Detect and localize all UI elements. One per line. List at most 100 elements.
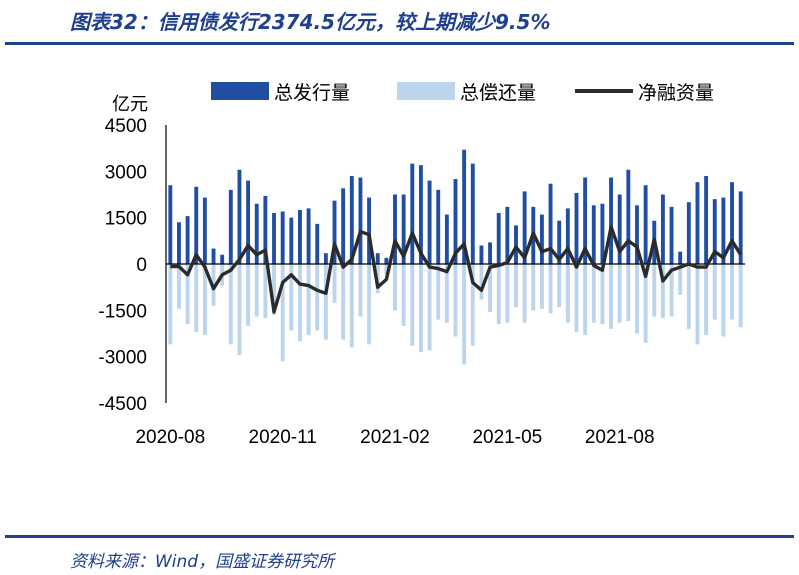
issuance-bar xyxy=(289,217,294,264)
repayment-bar xyxy=(712,264,717,320)
issuance-bar xyxy=(367,197,372,264)
issuance-bar xyxy=(436,189,441,264)
issuance-bar xyxy=(410,163,415,264)
repayment-bar xyxy=(323,264,328,340)
issuance-bar xyxy=(583,177,588,264)
issuance-bar xyxy=(323,253,328,264)
repayment-bar xyxy=(332,264,337,303)
repayment-bar xyxy=(280,264,285,362)
repayment-bar xyxy=(609,264,613,329)
repayment-bar xyxy=(202,264,207,336)
repayment-bar xyxy=(168,264,173,345)
repayment-bar xyxy=(401,264,406,326)
repayment-bar xyxy=(177,264,181,309)
repayment-bar xyxy=(678,264,683,295)
repayment-bar xyxy=(462,264,467,365)
repayment-bar xyxy=(660,264,665,319)
repayment-bar xyxy=(652,264,657,317)
issuance-bar xyxy=(488,242,493,264)
issuance-bar xyxy=(505,206,510,264)
issuance-bar xyxy=(237,169,242,264)
issuance-bar xyxy=(228,189,233,264)
repayment-bar xyxy=(565,264,570,323)
repayment-bar xyxy=(704,264,709,336)
issuance-bar xyxy=(643,185,648,264)
repayment-bar xyxy=(539,264,544,309)
issuance-bar xyxy=(220,254,225,264)
issuance-bar xyxy=(591,205,596,264)
repayment-bar xyxy=(738,264,743,328)
repayment-bar xyxy=(600,264,605,325)
issuance-bar xyxy=(730,182,734,264)
x-tick-label: 2021-05 xyxy=(472,427,542,448)
repayment-bar xyxy=(730,264,734,320)
repayment-bar xyxy=(298,264,302,342)
issuance-bar xyxy=(427,180,432,264)
repayment-bar xyxy=(591,264,596,323)
legend-label-repayment: 总偿还量 xyxy=(460,82,536,104)
repayment-bar xyxy=(306,264,311,336)
repayment-bar xyxy=(349,264,354,348)
issuance-bar xyxy=(609,177,613,264)
issuance-bar xyxy=(678,251,683,264)
repayment-bar xyxy=(583,264,588,336)
bottom-divider xyxy=(5,535,794,538)
y-axis-unit-label: 亿元 xyxy=(112,94,148,115)
y-tick-label: -1500 xyxy=(98,301,147,322)
issuance-bar xyxy=(349,175,354,264)
y-tick-label: -4500 xyxy=(98,394,147,415)
issuance-bar xyxy=(168,185,173,264)
issuance-bar xyxy=(194,186,199,264)
issuance-bar xyxy=(453,179,458,264)
repayment-bar xyxy=(367,264,372,345)
legend-label-issuance: 总发行量 xyxy=(274,82,350,104)
repayment-bar xyxy=(410,264,415,346)
issuance-bar xyxy=(393,194,397,264)
legend-swatch-issuance xyxy=(211,82,269,100)
issuance-bar xyxy=(470,163,475,264)
repayment-bar xyxy=(393,264,397,311)
issuance-bar xyxy=(211,248,216,264)
repayment-bar xyxy=(427,264,432,351)
issuance-bar xyxy=(565,208,570,264)
repayment-bar xyxy=(358,264,363,317)
repayment-bar xyxy=(635,264,639,334)
repayment-bar xyxy=(194,264,199,332)
issuance-bar xyxy=(254,203,259,264)
issuance-bar xyxy=(332,200,337,264)
issuance-bar xyxy=(496,213,501,264)
issuance-bar xyxy=(263,196,268,264)
issuance-bar xyxy=(548,183,553,264)
repayment-bar xyxy=(514,264,518,308)
y-tick-label: 1500 xyxy=(105,209,147,230)
issuance-bar xyxy=(721,197,726,264)
issuance-bar xyxy=(462,149,467,264)
issuance-bar xyxy=(375,253,380,264)
issuance-bar xyxy=(617,194,622,264)
issuance-bar xyxy=(401,194,406,264)
repayment-bar xyxy=(185,264,190,325)
y-tick-label: 0 xyxy=(136,255,147,276)
x-tick-label: 2021-08 xyxy=(585,427,655,448)
repayment-bar xyxy=(488,264,493,312)
repayment-bar xyxy=(263,264,268,319)
x-tick-label: 2020-08 xyxy=(135,427,205,448)
repayment-bar xyxy=(341,264,346,340)
repayment-bar xyxy=(496,264,501,325)
y-tick-label: -3000 xyxy=(98,348,147,369)
repayment-bar xyxy=(289,264,294,331)
repayment-bar xyxy=(228,264,233,345)
repayment-bar xyxy=(686,264,691,329)
issuance-bar xyxy=(600,203,605,264)
repayment-bar xyxy=(643,264,648,343)
issuance-bar xyxy=(557,220,562,264)
issuance-bar xyxy=(712,199,717,264)
repayment-bar xyxy=(418,264,423,353)
issuance-bar xyxy=(686,202,691,264)
net-financing-line xyxy=(170,225,743,314)
repayment-bar xyxy=(548,264,553,314)
issuance-bar xyxy=(539,214,544,264)
issuance-bar xyxy=(704,175,709,264)
issuance-bar xyxy=(669,206,674,264)
